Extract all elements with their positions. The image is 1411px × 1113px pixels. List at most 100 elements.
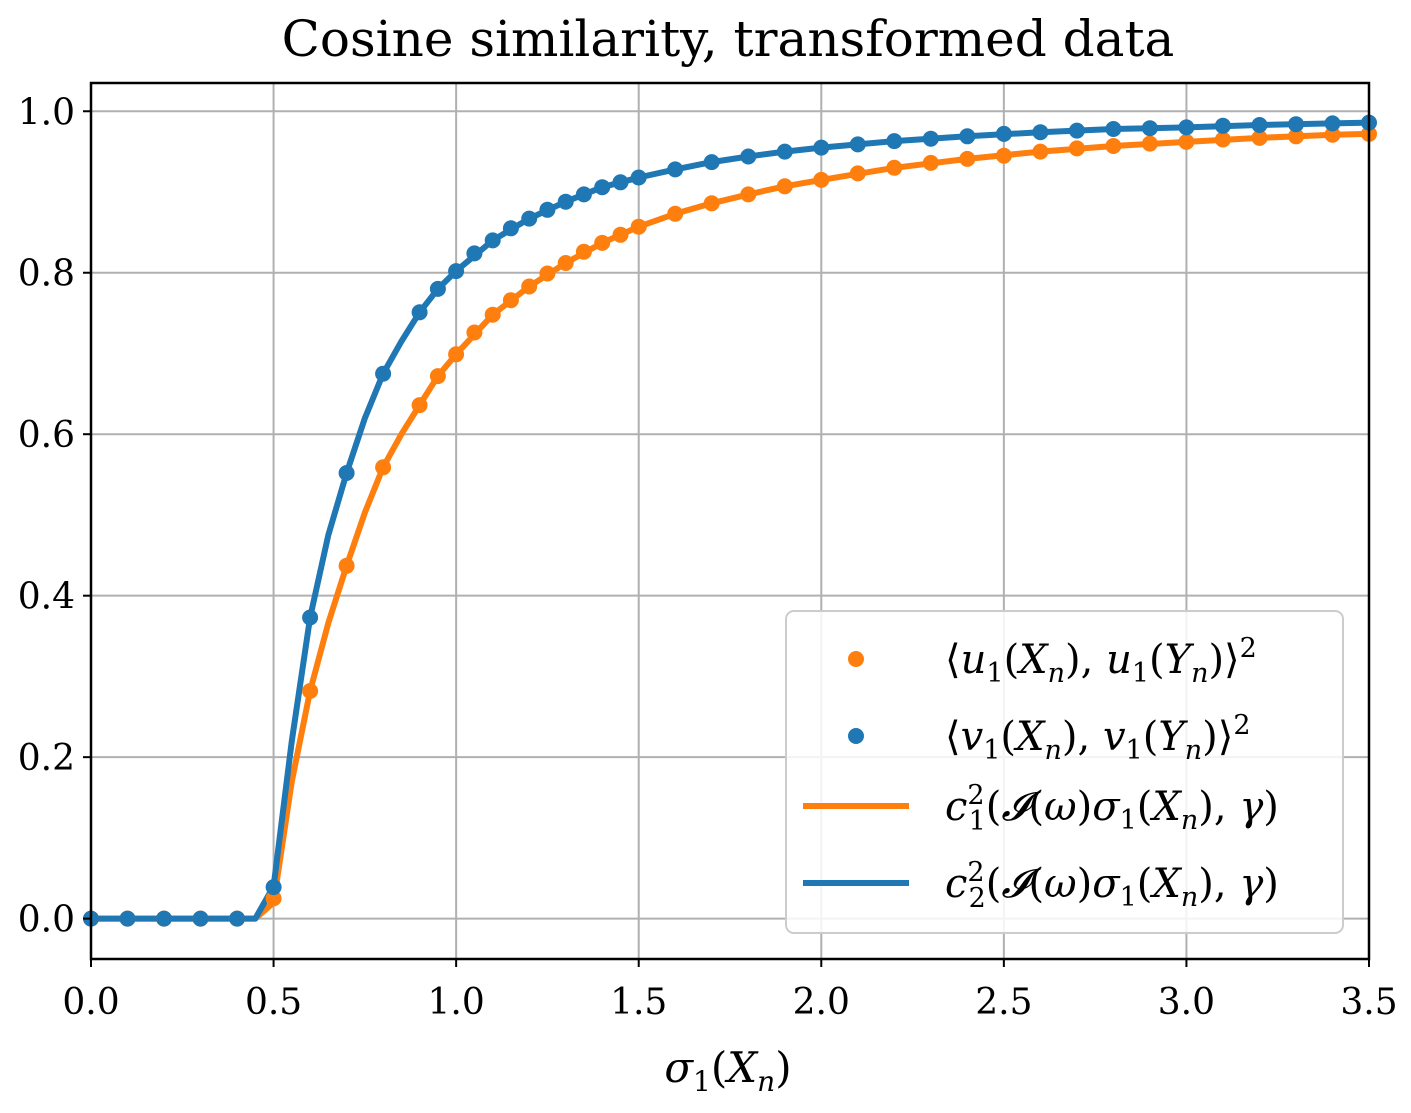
data-point-s0 [612, 226, 629, 243]
data-point-s1 [630, 169, 647, 186]
y-tick-label: 0.2 [18, 738, 75, 779]
data-point-s0 [575, 243, 592, 260]
data-point-s1 [192, 910, 209, 927]
data-point-s0 [1214, 131, 1231, 148]
data-point-s0 [703, 195, 720, 212]
data-point-s1 [502, 220, 519, 237]
legend-frame [785, 610, 1344, 934]
legend-label-v: ⟨v1(Xn), v1(Yn)⟩2 [945, 710, 1251, 766]
data-point-s1 [1105, 121, 1122, 137]
data-point-s0 [1068, 140, 1085, 157]
data-point-s0 [594, 234, 611, 251]
data-point-s1 [612, 174, 629, 191]
x-tick-label: 1.0 [428, 982, 485, 1023]
data-point-s0 [886, 159, 903, 176]
data-point-s1 [1251, 117, 1268, 133]
data-point-s1 [886, 133, 903, 150]
data-point-s1 [521, 210, 538, 227]
data-point-s1 [1068, 122, 1085, 139]
axis-ticks: 0.0 0.5 1.0 1.5 2.0 2.5 3.0 3.5 0.0 0.2 0.4 0.6 0.8 1… [18, 92, 1398, 1023]
data-point-s0 [1141, 135, 1158, 152]
data-point-s1 [575, 186, 592, 203]
legend-marker-u [848, 651, 864, 667]
data-point-s1 [375, 365, 392, 382]
data-point-s1 [466, 245, 483, 262]
data-point-s0 [1324, 126, 1341, 143]
data-point-s1 [849, 136, 866, 153]
data-point-s0 [411, 397, 428, 414]
data-point-s0 [466, 324, 483, 341]
legend-label-c1: c2 1(𝓘(ω)σ1(Xn), γ) [945, 780, 1279, 837]
data-point-s0 [630, 218, 647, 235]
x-tick-label: 0.5 [245, 982, 302, 1023]
data-point-s1 [959, 128, 976, 145]
data-point-s1 [1288, 116, 1304, 133]
data-point-s1 [1178, 119, 1195, 136]
x-tick-label: 2.5 [975, 982, 1032, 1023]
y-tick-label: 0.0 [18, 900, 75, 941]
data-point-s1 [411, 304, 428, 321]
x-tick-label: 1.5 [610, 982, 667, 1023]
y-tick-label: 0.6 [18, 415, 75, 456]
data-point-s0 [484, 306, 501, 323]
data-point-s0 [1288, 128, 1304, 145]
data-point-s1 [922, 130, 939, 147]
data-point-s1 [1214, 117, 1231, 134]
data-point-s0 [448, 346, 465, 363]
x-tick-label: 3.5 [1340, 982, 1397, 1023]
data-point-s0 [429, 368, 446, 385]
grid [90, 83, 1370, 959]
data-point-s0 [959, 150, 976, 167]
x-tick-label: 3.0 [1158, 982, 1215, 1023]
data-point-s1 [448, 263, 465, 280]
data-point-s1 [1141, 120, 1158, 137]
y-tick-label: 1.0 [18, 92, 75, 133]
plot-frame [89, 81, 1371, 961]
data-point-s0 [1178, 133, 1195, 150]
data-point-s0 [813, 171, 830, 188]
data-point-s1 [667, 161, 684, 178]
data-point-s0 [557, 255, 574, 271]
legend-label-c2: c2 2(𝓘(ω)σ1(Xn), γ) [945, 857, 1279, 914]
data-point-s0 [502, 292, 519, 309]
chart-title: Cosine similarity, transformed data [282, 10, 1175, 68]
data-point-s1 [557, 193, 574, 210]
data-point-s0 [375, 459, 392, 476]
data-point-s1 [229, 910, 246, 927]
data-point-s1 [776, 143, 793, 160]
legend: ⟨u1(Xn), u1(Yn)⟩2 ⟨v1(Xn), v1(Yn)⟩2 c2 1(… [785, 610, 1344, 934]
data-point-s1 [484, 232, 501, 249]
data-point-s1 [302, 609, 319, 626]
data-point-s1 [156, 910, 172, 927]
data-point-s0 [995, 147, 1012, 164]
x-tick-label: 2.0 [793, 982, 850, 1023]
data-point-s1 [813, 139, 830, 156]
data-point-s0 [1032, 143, 1049, 160]
data-point-s0 [776, 178, 793, 195]
legend-marker-v [848, 728, 864, 744]
data-point-s0 [338, 557, 355, 574]
data-point-s1 [429, 280, 446, 297]
data-point-s1 [539, 201, 556, 218]
data-point-s1 [265, 879, 282, 896]
data-point-s1 [740, 148, 757, 165]
data-point-s1 [119, 910, 136, 927]
data-point-s1 [338, 465, 355, 481]
data-point-s1 [995, 125, 1012, 142]
data-point-s0 [521, 278, 538, 295]
x-axis-label: σ1(Xn) [664, 1043, 791, 1098]
data-point-s0 [740, 186, 757, 203]
data-point-s1 [703, 154, 720, 171]
data-point-s0 [1105, 138, 1122, 154]
data-point-s0 [265, 890, 282, 907]
data-point-s1 [594, 179, 611, 196]
y-tick-label: 0.8 [18, 254, 75, 295]
data-point-s0 [1251, 129, 1268, 146]
data-point-s0 [922, 154, 939, 171]
data-point-s0 [302, 683, 319, 699]
data-point-s1 [1032, 124, 1049, 141]
series-points [83, 114, 1377, 927]
legend-label-u: ⟨u1(Xn), u1(Yn)⟩2 [945, 633, 1257, 689]
data-point-s1 [1324, 115, 1341, 132]
y-tick-label: 0.4 [18, 577, 75, 618]
